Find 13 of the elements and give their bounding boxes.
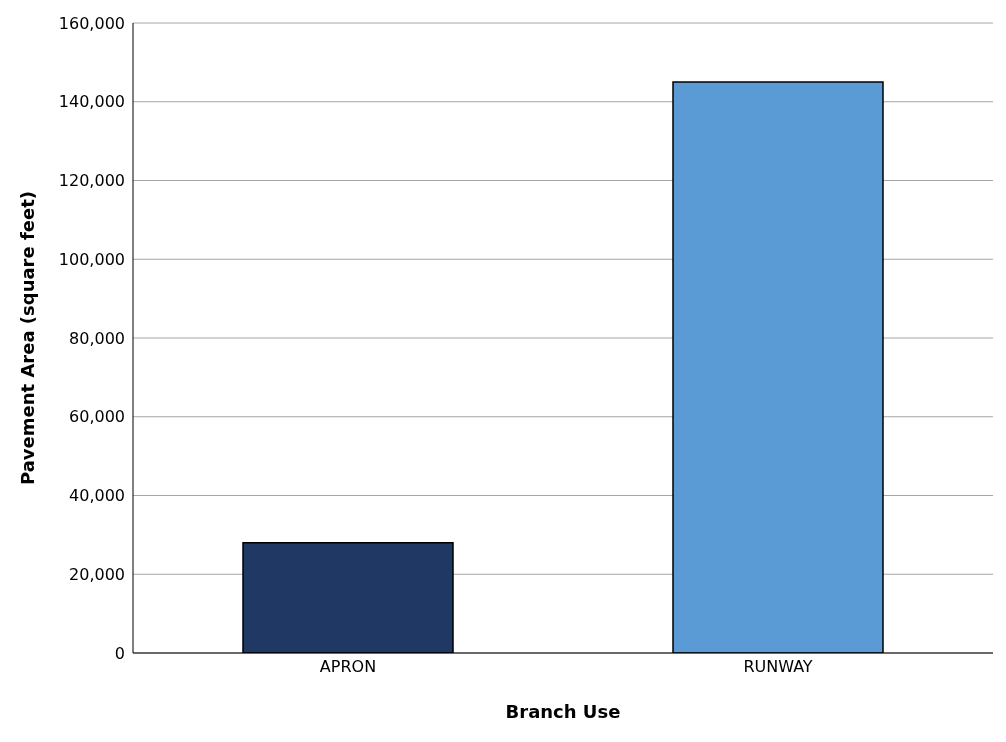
x-tick-label: APRON [319, 657, 377, 677]
y-tick-label: 20,000 [69, 564, 125, 584]
x-axis-title: Branch Use [505, 701, 621, 722]
y-tick-label: 40,000 [69, 486, 125, 506]
y-tick-label: 60,000 [69, 407, 125, 427]
y-tick-label: 100,000 [58, 249, 125, 269]
y-tick-label: 0 [114, 643, 125, 663]
y-tick-label: 80,000 [69, 328, 125, 348]
x-tick-label: RUNWAY [743, 657, 813, 677]
y-tick-label: 120,000 [58, 171, 125, 191]
y-tick-label: 160,000 [58, 13, 125, 33]
y-tick-label: 140,000 [58, 92, 125, 112]
y-axis-title: Pavement Area (square feet) [17, 190, 39, 486]
